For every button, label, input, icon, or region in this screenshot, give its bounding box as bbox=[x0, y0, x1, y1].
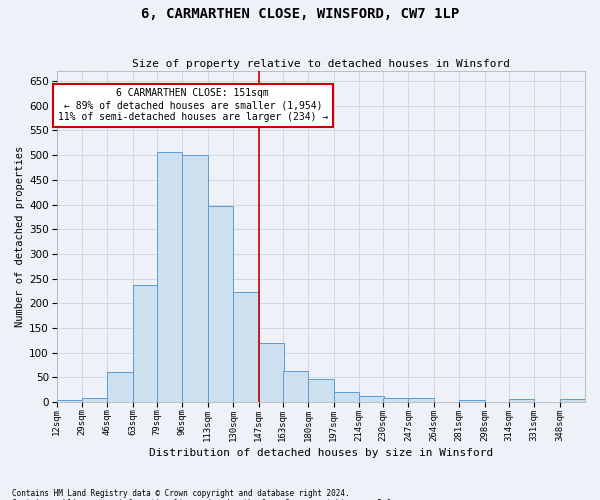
Title: Size of property relative to detached houses in Winsford: Size of property relative to detached ho… bbox=[132, 59, 510, 69]
Y-axis label: Number of detached properties: Number of detached properties bbox=[15, 146, 25, 327]
Text: Contains HM Land Registry data © Crown copyright and database right 2024.: Contains HM Land Registry data © Crown c… bbox=[12, 488, 350, 498]
Bar bbox=[157, 152, 182, 402]
Bar bbox=[259, 343, 284, 402]
Bar bbox=[56, 400, 82, 402]
Text: 6 CARMARTHEN CLOSE: 151sqm
← 89% of detached houses are smaller (1,954)
11% of s: 6 CARMARTHEN CLOSE: 151sqm ← 89% of deta… bbox=[58, 88, 328, 122]
Bar bbox=[334, 392, 359, 402]
Bar bbox=[182, 155, 208, 402]
Bar bbox=[283, 372, 308, 402]
Bar bbox=[82, 398, 107, 402]
Bar bbox=[133, 284, 158, 402]
X-axis label: Distribution of detached houses by size in Winsford: Distribution of detached houses by size … bbox=[149, 448, 493, 458]
Bar bbox=[233, 292, 259, 402]
Bar bbox=[560, 399, 585, 402]
Bar bbox=[308, 379, 334, 402]
Bar bbox=[359, 396, 385, 402]
Bar bbox=[383, 398, 409, 402]
Text: Contains public sector information licensed under the Open Government Licence v3: Contains public sector information licen… bbox=[12, 498, 396, 500]
Bar bbox=[409, 398, 434, 402]
Bar bbox=[208, 206, 233, 402]
Text: 6, CARMARTHEN CLOSE, WINSFORD, CW7 1LP: 6, CARMARTHEN CLOSE, WINSFORD, CW7 1LP bbox=[141, 8, 459, 22]
Bar bbox=[509, 399, 534, 402]
Bar bbox=[107, 372, 133, 402]
Bar bbox=[459, 400, 485, 402]
